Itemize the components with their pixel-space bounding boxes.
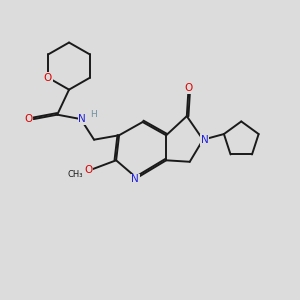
- Text: CH₃: CH₃: [68, 170, 83, 179]
- Text: O: O: [24, 114, 32, 124]
- Text: O: O: [185, 83, 193, 93]
- Text: O: O: [84, 165, 92, 175]
- Text: H: H: [90, 110, 97, 119]
- Text: O: O: [44, 73, 52, 83]
- Text: N: N: [201, 135, 208, 145]
- Text: N: N: [131, 174, 139, 184]
- Text: N: N: [78, 114, 86, 124]
